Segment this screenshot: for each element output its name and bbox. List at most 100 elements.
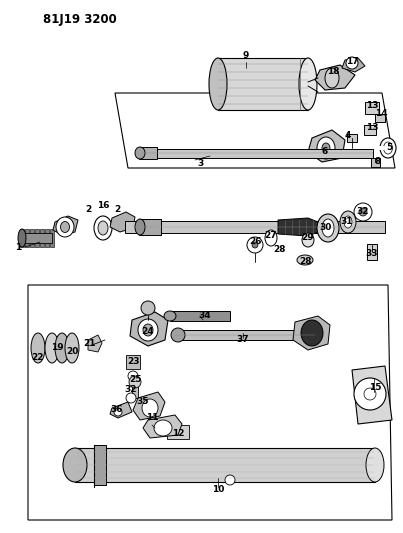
Text: 1: 1 <box>15 244 21 253</box>
Text: 2: 2 <box>114 206 120 214</box>
Text: 13: 13 <box>366 123 378 132</box>
Text: 22: 22 <box>32 352 44 361</box>
Ellipse shape <box>60 222 69 232</box>
Text: 16: 16 <box>97 201 109 211</box>
Text: 21: 21 <box>84 338 96 348</box>
Polygon shape <box>342 58 365 72</box>
Text: 32: 32 <box>357 206 369 215</box>
Bar <box>218 58 308 110</box>
Bar <box>167 425 189 439</box>
Bar <box>139 219 161 235</box>
Text: 12: 12 <box>172 430 184 439</box>
Text: 29: 29 <box>302 233 314 243</box>
Text: 8: 8 <box>375 157 381 166</box>
Text: 36: 36 <box>111 406 123 415</box>
Ellipse shape <box>142 399 158 417</box>
Ellipse shape <box>94 216 112 240</box>
Text: 5: 5 <box>386 143 392 152</box>
Circle shape <box>252 242 258 248</box>
Ellipse shape <box>322 143 330 153</box>
Text: 28: 28 <box>300 257 312 266</box>
Text: 4: 4 <box>345 131 351 140</box>
Ellipse shape <box>325 68 339 88</box>
Polygon shape <box>293 316 330 350</box>
Text: 24: 24 <box>142 327 154 336</box>
Bar <box>367 244 377 260</box>
Circle shape <box>128 371 138 381</box>
Ellipse shape <box>18 229 26 247</box>
Text: 11: 11 <box>146 414 158 423</box>
Bar <box>143 149 373 157</box>
Text: 13: 13 <box>366 101 378 109</box>
Circle shape <box>346 57 358 69</box>
Text: 19: 19 <box>51 343 63 352</box>
Ellipse shape <box>299 58 317 110</box>
Text: 26: 26 <box>249 238 261 246</box>
Ellipse shape <box>317 137 335 159</box>
Circle shape <box>359 208 367 216</box>
Bar <box>24 233 52 243</box>
Ellipse shape <box>45 333 59 363</box>
Polygon shape <box>28 285 392 520</box>
Bar <box>376 146 384 150</box>
Bar <box>170 311 230 321</box>
Bar <box>364 125 376 135</box>
Ellipse shape <box>138 319 158 341</box>
Bar <box>126 355 140 369</box>
Ellipse shape <box>302 233 314 247</box>
Ellipse shape <box>135 147 145 159</box>
Bar <box>35 229 39 247</box>
Ellipse shape <box>344 216 352 228</box>
Text: 31: 31 <box>341 217 353 227</box>
Bar <box>40 229 44 247</box>
Circle shape <box>354 378 386 410</box>
Text: 14: 14 <box>375 109 387 118</box>
Ellipse shape <box>209 58 227 110</box>
Bar <box>175 330 315 340</box>
Circle shape <box>129 376 141 388</box>
Text: 10: 10 <box>212 486 224 495</box>
Polygon shape <box>110 402 132 418</box>
Bar <box>370 157 380 166</box>
Bar <box>125 221 385 233</box>
Ellipse shape <box>366 448 384 482</box>
Text: 17: 17 <box>346 58 358 67</box>
Ellipse shape <box>171 328 185 342</box>
Ellipse shape <box>301 320 323 346</box>
Ellipse shape <box>63 448 87 482</box>
Ellipse shape <box>31 333 45 363</box>
Polygon shape <box>315 65 355 90</box>
Text: 34: 34 <box>199 311 211 320</box>
Bar <box>50 229 54 247</box>
Polygon shape <box>133 392 165 420</box>
Circle shape <box>225 475 235 485</box>
Polygon shape <box>352 366 392 424</box>
Text: 30: 30 <box>320 223 332 232</box>
Text: 3: 3 <box>197 158 203 167</box>
Ellipse shape <box>135 219 145 235</box>
Text: 15: 15 <box>369 384 381 392</box>
Text: 33: 33 <box>366 249 378 259</box>
Ellipse shape <box>297 255 313 265</box>
Text: 9: 9 <box>243 51 249 60</box>
Text: 28: 28 <box>273 246 285 254</box>
Ellipse shape <box>143 324 153 336</box>
Text: 25: 25 <box>129 376 141 384</box>
Text: 35: 35 <box>137 398 149 407</box>
Polygon shape <box>143 415 182 438</box>
Ellipse shape <box>55 333 69 363</box>
Text: 23: 23 <box>127 358 139 367</box>
Circle shape <box>247 237 263 253</box>
Bar <box>25 229 29 247</box>
Polygon shape <box>110 212 135 232</box>
Bar <box>347 134 357 142</box>
Circle shape <box>364 388 376 400</box>
Ellipse shape <box>384 142 393 154</box>
Circle shape <box>126 393 136 403</box>
Bar <box>75 448 375 482</box>
Bar <box>30 229 34 247</box>
Ellipse shape <box>154 420 172 436</box>
Text: 6: 6 <box>322 148 328 157</box>
Text: 81J19 3200: 81J19 3200 <box>43 13 117 27</box>
Bar <box>365 102 379 114</box>
